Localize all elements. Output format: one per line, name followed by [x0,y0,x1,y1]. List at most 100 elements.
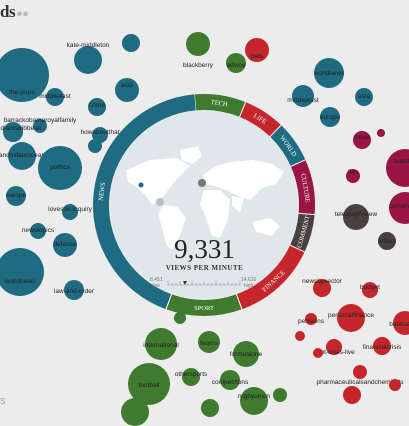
landmass [200,190,230,238]
ring-section[interactable] [166,294,242,316]
topic-label: film [347,169,359,176]
topic-bubble[interactable] [393,311,409,335]
ring-section-label: SPORT [194,305,214,312]
topic-bubble[interactable] [326,339,342,355]
ring-section[interactable] [269,125,306,167]
topic-bubble[interactable] [74,46,102,74]
topic-label: pensions [297,318,325,325]
topic-bubble[interactable] [46,88,64,106]
topic-bubble[interactable] [145,328,177,360]
topic-label: howaboutthat [80,129,120,136]
topic-bubble[interactable] [198,331,220,353]
map-marker [156,198,164,206]
topic-bubble[interactable] [320,107,340,127]
ring-section[interactable] [93,94,196,310]
topic-bubble[interactable] [389,379,401,391]
topic-bubble[interactable] [337,304,365,332]
ring-divider [290,159,306,167]
topic-bubble[interactable] [38,146,82,190]
ring-section-label: TECH [210,99,228,108]
ring-section[interactable] [194,94,246,118]
topic-label: teams [200,340,218,347]
topic-bubble[interactable] [314,58,344,88]
landmass [203,160,284,200]
topic-label: football [138,382,160,389]
section-ring-dial: TECHLIFEWORLDCULTURECOMMENTFINANCESPORTN… [93,94,315,316]
views-scale [167,281,241,286]
ring-section-label: CULTURE [299,173,311,203]
topic-label: asia [358,93,370,100]
topic-label: personalfinance [328,312,374,319]
topic-bubble[interactable] [53,233,77,257]
topic-label: financialcrisis [362,344,402,351]
topic-bubble[interactable] [122,34,140,52]
topic-label: formulaone [229,351,263,358]
topic-label: andindiancaribbean [0,125,42,132]
ring-section[interactable] [239,102,282,137]
topic-bubble[interactable] [186,32,210,56]
topic-bubble[interactable] [305,313,317,325]
topic-bubble[interactable] [313,348,323,358]
topic-bubble[interactable] [353,365,367,379]
topic-bubble[interactable] [33,119,47,133]
topic-bubble[interactable] [355,88,373,106]
topic-bubble[interactable] [313,279,331,297]
topic-bubble[interactable] [30,223,46,239]
topic-bubble[interactable] [0,248,44,296]
ring-section[interactable] [290,159,315,215]
topic-bubble[interactable] [386,149,409,187]
topic-bubble[interactable] [226,53,246,73]
topic-bubble[interactable] [182,368,200,386]
topic-label: law-and-order [53,288,95,295]
topic-label: europe [319,114,341,121]
topic-bubble[interactable] [220,370,240,390]
topic-label: personal-vi [389,203,409,210]
topic-label: debt-crisis-live [313,349,355,356]
topic-label: barrackobamaroyalfamily [3,117,77,124]
topic-bubble[interactable] [378,232,396,250]
topic-label: rugbyunion [237,393,271,400]
views-count: 9,331 [174,234,235,264]
topic-label: newstopics [21,227,55,234]
landmass [158,205,186,250]
topic-label: budget [360,284,380,291]
topic-label: worldnews [313,70,345,77]
topic-bubble[interactable] [353,131,371,149]
topic-bubble[interactable] [8,142,36,170]
topic-bubble[interactable] [6,186,26,206]
topic-bubble[interactable] [174,312,186,324]
topic-label: pharmaceuticalsandchemicals [316,379,404,386]
topic-bubble[interactable] [245,38,269,62]
topic-label: tvandra- [393,158,409,165]
topic-bubble[interactable] [115,78,139,102]
topic-bubble[interactable] [88,98,106,116]
topic-label: international [143,342,179,349]
map-marker [138,182,144,188]
ring-divider [239,101,247,118]
ring-divider [289,244,305,253]
topic-bubble[interactable] [88,139,102,153]
topic-bubble[interactable] [0,48,49,102]
topic-bubble[interactable] [389,192,409,224]
topic-bubble[interactable] [362,282,378,298]
ring-section[interactable] [236,244,305,310]
brand-logo: ds●● [0,2,29,21]
topic-bubble[interactable] [346,169,360,183]
topic-bubble[interactable] [233,341,259,367]
topic-bubble[interactable] [343,386,361,404]
scale-min-label: 8,451 low [150,277,163,289]
ring-section[interactable] [290,213,315,252]
topic-bubble[interactable] [292,85,314,107]
topic-label: newsbysector [302,278,342,285]
topic-bubble[interactable] [295,331,305,341]
topic-bubble[interactable] [3,122,23,142]
topic-bubble[interactable] [377,129,385,137]
topic-bubble[interactable] [62,204,78,220]
topic-label: othersports [174,371,208,378]
topic-bubble[interactable] [343,204,369,230]
topic-bubble[interactable] [273,388,287,402]
topic-bubble[interactable] [373,337,391,355]
topic-label: middleeast [39,93,71,100]
topic-bubble[interactable] [64,280,84,300]
